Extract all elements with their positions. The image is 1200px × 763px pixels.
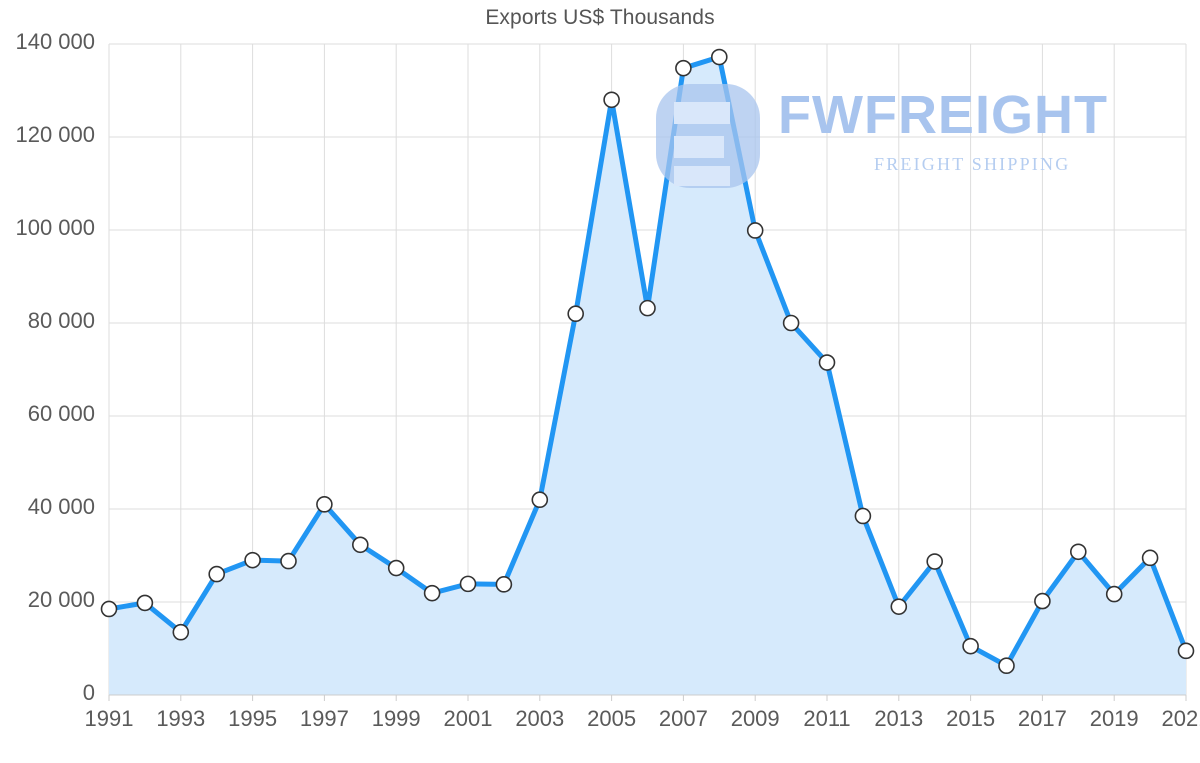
data-point-marker[interactable] [639,299,656,317]
x-axis-tick-label: 2017 [1017,706,1067,731]
data-point-marker[interactable] [100,600,118,618]
data-point-marker[interactable] [854,507,872,525]
x-axis-tick-label: 2013 [874,706,924,731]
data-point-marker[interactable] [998,657,1015,675]
x-axis-tick-label: 2021 [1161,706,1200,731]
x-axis-tick-label: 2011 [803,706,851,731]
data-point-marker[interactable] [351,536,369,554]
chart-title: Exports US$ Thousands [485,6,715,29]
data-point-marker[interactable] [710,48,728,66]
data-point-marker[interactable] [495,576,513,593]
data-point-marker[interactable] [244,551,261,569]
data-point-marker[interactable] [1034,592,1051,610]
data-point-marker[interactable] [818,354,836,371]
data-point-marker[interactable] [890,598,908,615]
x-axis-tick-label: 2003 [515,706,565,731]
data-point-marker[interactable] [316,496,333,513]
y-axis-tick-label: 140 000 [15,29,95,54]
data-point-marker[interactable] [1070,543,1087,561]
data-point-marker[interactable] [136,594,154,612]
y-axis-tick-label: 60 000 [27,401,95,426]
data-point-marker[interactable] [746,222,764,239]
x-axis-tick-label: 2019 [1089,706,1139,731]
y-axis-tick-label: 0 [82,680,95,705]
x-axis-tick-label: 1999 [371,706,421,731]
data-point-marker[interactable] [1177,642,1195,660]
y-axis-tick-label: 100 000 [15,215,95,240]
y-axis-tick-label: 40 000 [27,494,95,519]
x-axis-tick-label: 2009 [730,706,780,731]
x-axis-tick-label: 1993 [156,706,206,731]
x-axis-tick-label: 2007 [658,706,708,731]
data-point-marker[interactable] [387,559,405,577]
data-point-marker[interactable] [1105,585,1123,603]
x-axis-tick-label: 2001 [443,706,493,731]
data-point-marker[interactable] [172,623,190,641]
data-point-marker[interactable] [208,565,225,583]
data-point-marker[interactable] [567,305,585,323]
data-point-marker[interactable] [423,584,441,602]
data-point-marker[interactable] [459,575,477,593]
data-point-marker[interactable] [782,314,800,332]
data-point-marker[interactable] [280,552,297,570]
x-axis-tick-label: 1991 [84,706,134,731]
y-axis-tick-label: 80 000 [27,308,95,333]
data-point-marker[interactable] [926,553,944,570]
data-point-marker[interactable] [531,491,549,509]
y-axis-tick-label: 120 000 [15,122,95,147]
x-axis-tick-label: 2015 [946,706,996,731]
y-axis-tick-label: 20 000 [27,587,95,612]
data-point-marker[interactable] [1141,549,1159,567]
x-axis-tick-label: 2005 [587,706,637,731]
x-axis-tick-label: 1997 [299,706,349,731]
series-area-fill [109,57,1186,695]
data-point-marker[interactable] [603,91,620,109]
data-point-marker[interactable] [962,637,979,655]
x-axis-tick-label: 1995 [228,706,278,731]
data-point-marker[interactable] [675,59,692,77]
